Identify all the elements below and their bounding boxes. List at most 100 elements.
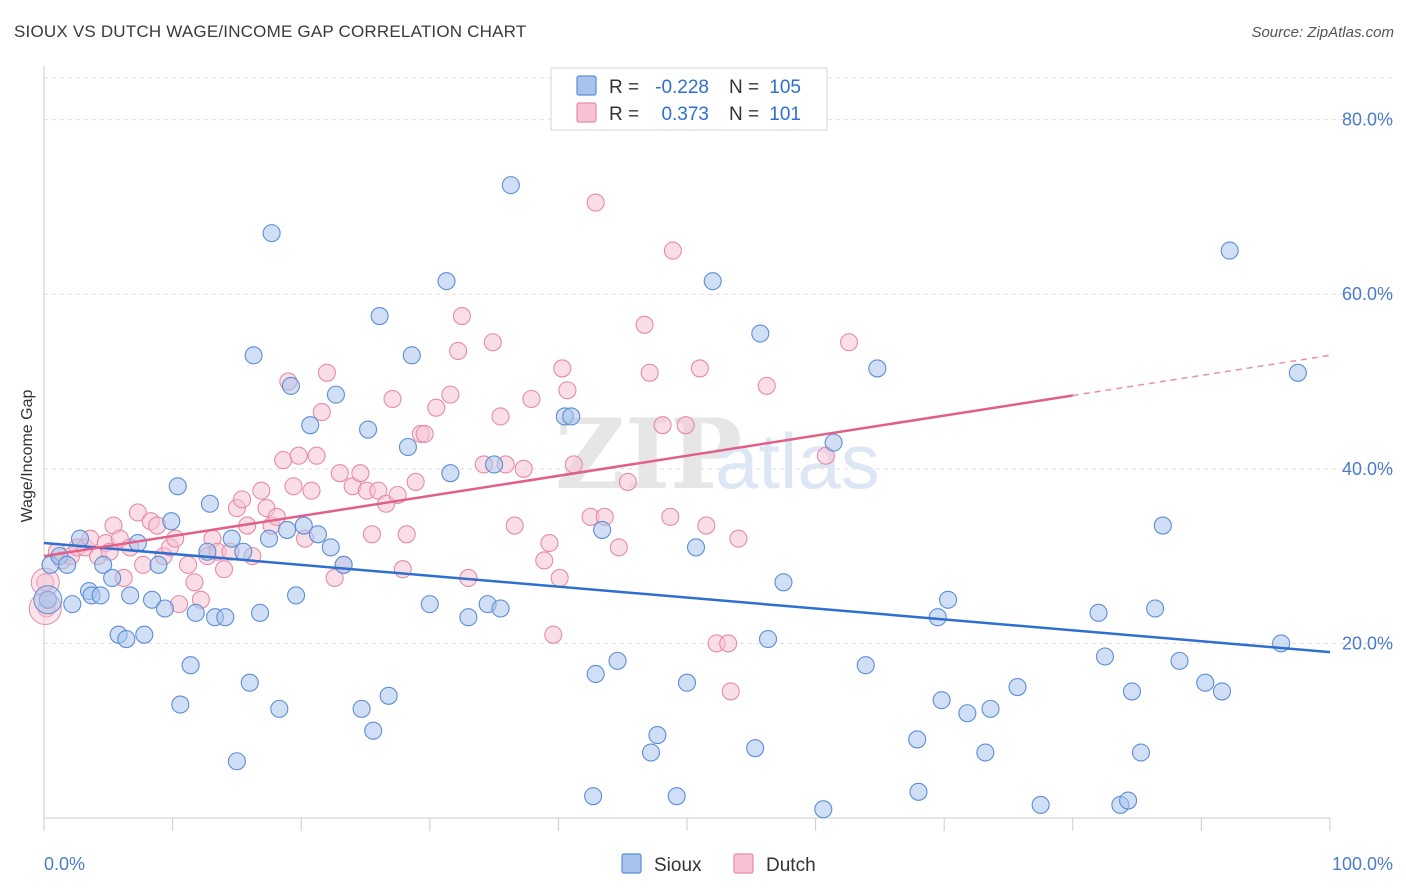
dutch-point xyxy=(362,525,381,544)
bottom-legend-swatch-dutch xyxy=(733,853,754,874)
legend-r-value-sioux: -0.228 xyxy=(655,77,709,98)
dutch-point xyxy=(185,573,204,592)
sioux-point xyxy=(216,608,235,627)
sioux-point xyxy=(1119,791,1138,810)
sioux-point xyxy=(593,520,612,539)
dutch-point xyxy=(586,193,605,212)
sioux-point xyxy=(301,416,320,435)
sioux-point xyxy=(222,529,241,548)
sioux-point xyxy=(287,586,306,605)
sioux-point xyxy=(437,272,456,291)
dutch-point xyxy=(540,533,559,553)
sioux-point xyxy=(186,603,205,622)
sioux-point xyxy=(608,651,627,670)
dutch-point xyxy=(351,464,370,483)
dutch-point xyxy=(697,516,716,535)
legend-n-label-dutch: N = xyxy=(729,104,759,125)
dutch-point xyxy=(640,363,659,382)
dutch-point xyxy=(558,381,577,400)
sioux-point xyxy=(63,595,82,614)
dutch-point xyxy=(690,359,709,378)
dutch-point xyxy=(661,507,680,526)
dutch-point xyxy=(325,568,344,587)
sioux-point xyxy=(308,525,327,544)
sioux-point xyxy=(1153,516,1172,535)
sioux-point xyxy=(162,512,181,531)
sioux-point xyxy=(168,477,187,496)
legend-swatch-sioux xyxy=(576,75,597,96)
sioux-point xyxy=(200,494,219,513)
dutch-point xyxy=(757,376,776,395)
watermark-zip: ZIP xyxy=(555,398,742,511)
legend-n-value-sioux: 105 xyxy=(769,77,801,98)
dutch-point xyxy=(729,529,748,548)
legend-swatch-dutch xyxy=(576,102,597,123)
watermark-atlas: atlas xyxy=(715,417,880,505)
legend-n-label-sioux: N = xyxy=(729,77,759,98)
sioux-point xyxy=(774,573,793,592)
sioux-point xyxy=(250,603,270,622)
sioux-point xyxy=(703,272,722,291)
y-tick-label: 40.0% xyxy=(1342,459,1393,479)
sioux-point xyxy=(91,586,110,605)
dutch-point xyxy=(483,333,502,352)
sioux-point xyxy=(270,699,289,718)
dutch-point xyxy=(427,398,446,417)
dutch-point xyxy=(274,451,293,470)
dutch-point xyxy=(133,555,153,574)
sioux-point xyxy=(1008,678,1027,697)
sioux-point xyxy=(1031,795,1050,814)
dutch-point xyxy=(289,446,308,465)
dutch-point xyxy=(721,682,740,701)
dutch-point xyxy=(663,241,682,260)
sioux-point xyxy=(758,629,778,649)
sioux-point xyxy=(814,800,833,819)
sioux-point xyxy=(939,590,958,609)
sioux-point xyxy=(746,739,765,758)
dutch-point xyxy=(252,481,271,500)
dutch-point xyxy=(178,555,198,574)
sioux-point xyxy=(364,721,383,740)
sioux-point xyxy=(94,555,113,574)
dutch-point xyxy=(312,403,331,422)
sioux-point xyxy=(641,743,661,762)
sioux-point xyxy=(1089,603,1108,622)
sioux-point xyxy=(1122,682,1142,701)
x-tick-label-min: 0.0% xyxy=(44,854,85,874)
dutch-point xyxy=(397,525,416,544)
legend-n-value-dutch: 101 xyxy=(769,104,801,125)
sioux-point xyxy=(1131,743,1151,762)
dutch-point xyxy=(307,446,326,465)
legend-r-label-sioux: R = xyxy=(609,77,639,98)
sioux-point xyxy=(981,699,1000,718)
sioux-point xyxy=(262,224,281,243)
dutch-point xyxy=(522,389,541,409)
sioux-point xyxy=(441,464,460,483)
dutch-trend-line xyxy=(43,394,1073,558)
sioux-point xyxy=(868,359,887,378)
dutch-point xyxy=(166,529,185,548)
sioux-point xyxy=(334,555,353,574)
y-tick-label: 60.0% xyxy=(1342,284,1393,304)
sioux-point xyxy=(909,782,928,801)
sioux-point xyxy=(584,787,603,806)
sioux-point xyxy=(234,542,253,561)
dutch-point xyxy=(452,307,472,326)
dutch-point xyxy=(653,416,672,435)
dutch-point xyxy=(514,459,533,478)
sioux-point xyxy=(227,752,246,771)
watermark: ZIP atlas xyxy=(555,398,880,511)
sioux-point xyxy=(958,704,977,723)
dutch-point xyxy=(330,464,349,483)
sioux-point xyxy=(1288,363,1307,382)
sioux-point xyxy=(824,433,843,452)
series-legend: Sioux Dutch xyxy=(621,853,816,876)
sioux-point xyxy=(244,346,263,365)
sioux-point xyxy=(1212,682,1232,701)
sioux-point xyxy=(135,625,154,644)
dutch-point xyxy=(635,315,654,334)
sioux-point xyxy=(402,346,421,365)
dutch-point xyxy=(550,568,569,587)
sioux-point xyxy=(586,664,605,684)
dutch-point xyxy=(317,363,336,382)
